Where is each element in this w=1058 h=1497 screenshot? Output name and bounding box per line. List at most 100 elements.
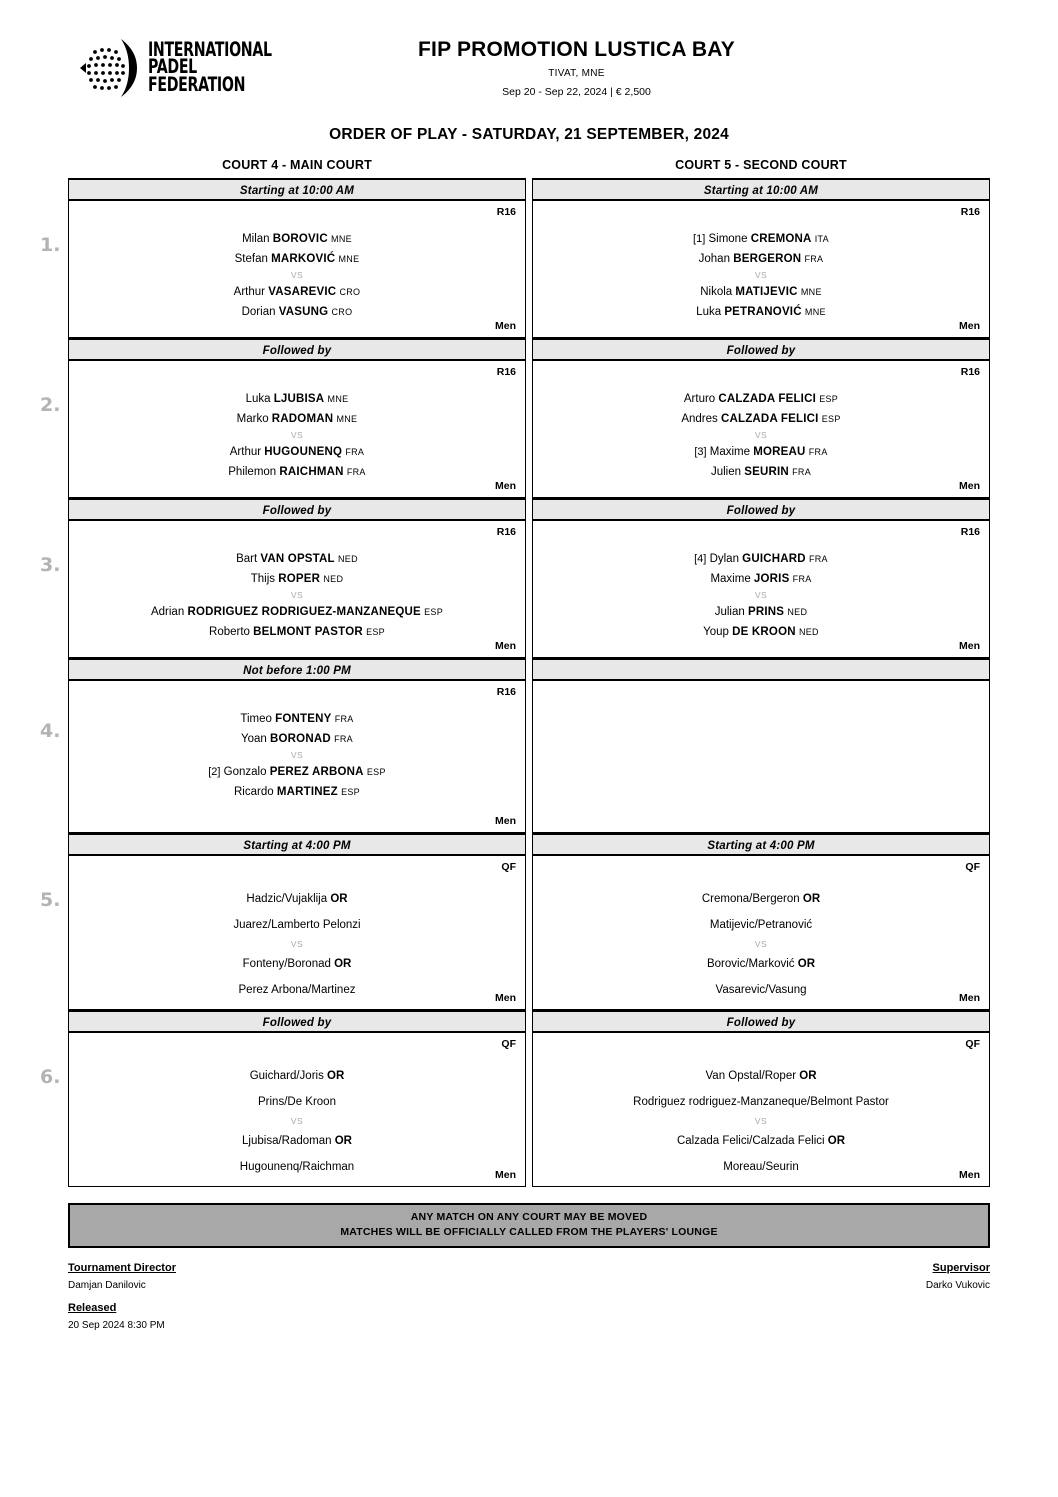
player-first-name: Luka — [696, 306, 722, 318]
gender-label: Men — [495, 815, 516, 827]
schedule-row: 2. Followed by R16 Men Luka LJUBISA MNE Marko… — [40, 338, 990, 498]
round-label: R16 — [960, 206, 980, 218]
team-line: Rodriguez rodriguez-Manzaneque/Belmont P… — [542, 1089, 980, 1115]
player-first-name: Ricardo — [234, 786, 274, 798]
or-label: OR — [797, 958, 815, 970]
player-last-name: RODRIGUEZ RODRIGUEZ-MANZANEQUE — [187, 606, 421, 618]
player-country: ITA — [814, 234, 829, 244]
player-line: Julian PRINS NED — [542, 602, 980, 622]
court-headers: COURT 4 - MAIN COURT COURT 5 - SECOND CO… — [68, 158, 990, 172]
player-first-name: Yoan — [241, 733, 267, 745]
time-band: Starting at 4:00 PM — [68, 833, 526, 856]
player-country: FRA — [792, 467, 812, 477]
court-5-column — [532, 658, 990, 833]
match-cell[interactable]: R16 Men Milan BOROVIC MNE Stefan MARKOVIĆ M… — [68, 201, 526, 338]
time-band: Followed by — [532, 498, 990, 521]
match-players: Timeo FONTENY FRA Yoan BORONAD FRA VS [2] G… — [78, 687, 516, 802]
team-name: Calzada Felici/Calzada Felici — [676, 1135, 825, 1147]
player-first-name: Arthur — [229, 446, 262, 458]
player-line: Bart VAN OPSTAL NED — [78, 549, 516, 569]
match-cell[interactable]: QF Men Cremona/Bergeron OR Matijevic/Petran… — [532, 856, 990, 1010]
round-label: QF — [501, 861, 516, 873]
notice-line-1: ANY MATCH ON ANY COURT MAY BE MOVED — [410, 1211, 648, 1223]
player-first-name: Andres — [681, 413, 718, 425]
player-country: NED — [323, 574, 344, 584]
player-country: ESP — [821, 414, 841, 424]
round-label: R16 — [496, 686, 516, 698]
player-country: FRA — [346, 467, 366, 477]
time-band: Followed by — [532, 338, 990, 361]
player-last-name: RAICHMAN — [279, 466, 344, 478]
match-cell[interactable]: R16 Men Timeo FONTENY FRA Yoan BORONAD FRA V… — [68, 681, 526, 833]
match-cell[interactable]: QF Men Hadzic/Vujaklija OR Juarez/Lamberto … — [68, 856, 526, 1010]
gender-label: Men — [495, 320, 516, 332]
match-cell[interactable]: R16 Men [4] Dylan GUICHARD FRA Maxime JORIS… — [532, 521, 990, 658]
time-band: Starting at 4:00 PM — [532, 833, 990, 856]
player-first-name: Timeo — [240, 713, 272, 725]
player-last-name: BORONAD — [270, 733, 331, 745]
court-4-column: Followed by R16 Men Luka LJUBISA MNE Marko R… — [68, 338, 526, 498]
player-first-name: Arthur — [233, 286, 265, 298]
player-last-name: MATIJEVIC — [735, 286, 798, 298]
player-line: Julien SEURIN FRA — [542, 462, 980, 482]
tournament-director-label: Tournament Director — [68, 1262, 176, 1274]
logo-wordmark: INTERNATIONAL PADEL FEDERATION — [148, 40, 292, 95]
player-first-name: Maxime — [710, 573, 751, 585]
team-name: Matijevic/Petranović — [709, 919, 813, 931]
schedule-row: 4. Not before 1:00 PM R16 Men Timeo FONTENY … — [40, 658, 990, 833]
player-last-name: VASUNG — [278, 306, 329, 318]
row-number: 2. — [40, 394, 61, 416]
time-band: Followed by — [532, 1010, 990, 1033]
match-cell[interactable]: R16 Men Arturo CALZADA FELICI ESP Andres CA… — [532, 361, 990, 498]
match-players: Milan BOROVIC MNE Stefan MARKOVIĆ MNE VS Ar… — [78, 207, 516, 322]
gender-label: Men — [959, 640, 980, 652]
team-line: Cremona/Bergeron OR — [542, 886, 980, 912]
time-band: Followed by — [68, 338, 526, 361]
round-label: QF — [965, 1038, 980, 1050]
player-line: Yoan BORONAD FRA — [78, 729, 516, 749]
tournament-titles: FIP PROMOTION LUSTICA BAY TIVAT, MNE Sep… — [300, 38, 1058, 98]
player-line: [3] Maxime MOREAU FRA — [542, 442, 980, 462]
team-line: Fonteny/Boronad OR — [78, 951, 516, 977]
match-cell[interactable]: QF Men Guichard/Joris OR Prins/De Kroon VS Lj… — [68, 1033, 526, 1187]
player-line: Thijs ROPER NED — [78, 569, 516, 589]
logo-line-2: PADEL — [148, 55, 198, 78]
player-first-name: Adrian — [150, 606, 185, 618]
player-line: [4] Dylan GUICHARD FRA — [542, 549, 980, 569]
match-cell[interactable]: R16 Men [1] Simone CREMONA ITA Johan BERGER… — [532, 201, 990, 338]
gender-label: Men — [959, 1169, 980, 1181]
match-cell[interactable]: R16 Men Bart VAN OPSTAL NED Thijs ROPER NED… — [68, 521, 526, 658]
match-cell[interactable]: QF Men Van Opstal/Roper OR Rodriguez rodrig… — [532, 1033, 990, 1187]
gender-label: Men — [495, 992, 516, 1004]
vs-separator: VS — [754, 430, 768, 440]
tournament-name: FIP PROMOTION LUSTICA BAY — [418, 38, 735, 61]
court-4-column: Followed by QF Men Guichard/Joris OR Prins/D… — [68, 1010, 526, 1187]
tournament-director-name: Damjan Danilovic — [68, 1280, 146, 1291]
document-header: INTERNATIONAL PADEL FEDERATION FIP PROMO… — [0, 0, 1058, 98]
team-line: Guichard/Joris OR — [78, 1063, 516, 1089]
team-line: Borovic/Marković OR — [542, 951, 980, 977]
tournament-location: TIVAT, MNE — [548, 68, 605, 79]
team-name: Rodriguez rodriguez-Manzaneque/Belmont P… — [633, 1096, 889, 1108]
or-label: OR — [334, 1135, 352, 1147]
player-first-name: Dylan — [709, 553, 739, 565]
match-cell[interactable]: R16 Men Luka LJUBISA MNE Marko RADOMAN MNE V… — [68, 361, 526, 498]
or-label: OR — [330, 893, 348, 905]
vs-separator: VS — [290, 590, 304, 600]
player-last-name: VAN OPSTAL — [260, 553, 335, 565]
player-country: FRA — [804, 254, 824, 264]
player-line: Luka PETRANOVIĆ MNE — [542, 302, 980, 322]
player-seed: [3] — [694, 446, 707, 458]
team-line: Ljubisa/Radoman OR — [78, 1128, 516, 1154]
gender-label: Men — [495, 640, 516, 652]
round-label: R16 — [960, 526, 980, 538]
player-first-name: Marko — [236, 413, 269, 425]
player-country: NED — [787, 607, 808, 617]
match-players: [1] Simone CREMONA ITA Johan BERGERON FRA… — [542, 207, 980, 322]
player-line: Johan BERGERON FRA — [542, 249, 980, 269]
row-number: 5. — [40, 889, 61, 911]
court-4-column: Starting at 10:00 AM R16 Men Milan BOROVIC … — [68, 178, 526, 338]
vs-separator: VS — [290, 430, 304, 440]
player-line: Nikola MATIJEVIC MNE — [542, 282, 980, 302]
round-label: QF — [501, 1038, 516, 1050]
